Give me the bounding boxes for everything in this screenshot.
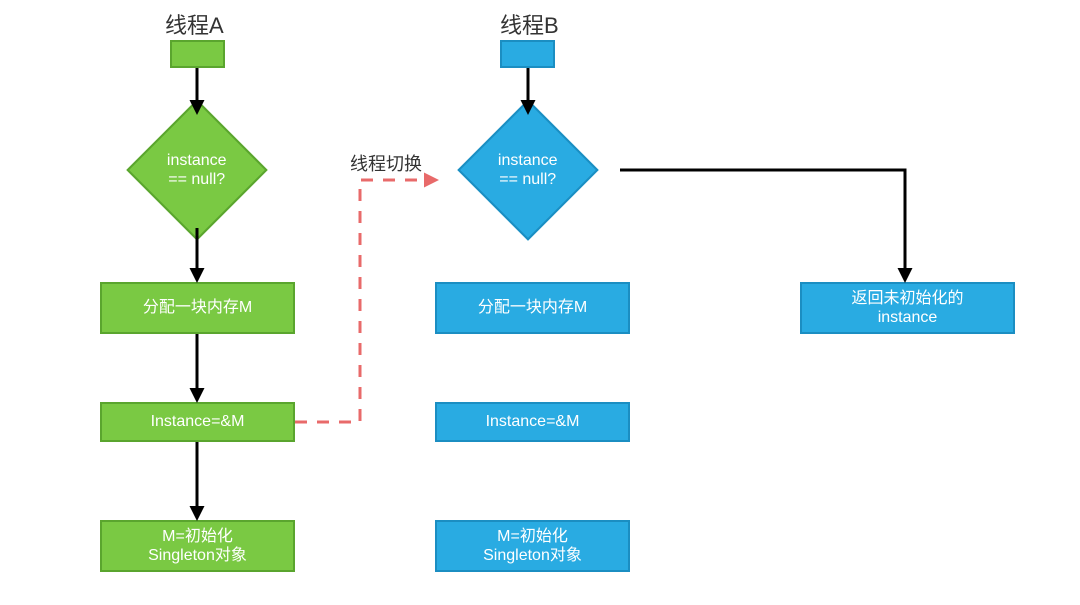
text: Instance=&M xyxy=(151,412,245,431)
node-b-alloc: 分配一块内存M xyxy=(435,282,630,334)
node-b-init: M=初始化 Singleton对象 xyxy=(435,520,630,572)
text: == null? xyxy=(500,171,557,188)
node-a-decision: instance == null? xyxy=(126,99,267,240)
node-b-start xyxy=(500,40,555,68)
title-thread-b: 线程B xyxy=(500,8,559,40)
node-b-decision: instance == null? xyxy=(457,99,598,240)
node-a-alloc: 分配一块内存M xyxy=(100,282,295,334)
node-b-return: 返回未初始化的 instance xyxy=(800,282,1015,334)
label-thread-switch: 线程切换 xyxy=(350,150,422,176)
text: instance xyxy=(167,152,227,169)
text: 返回未初始化的 xyxy=(851,290,963,307)
text: Singleton对象 xyxy=(148,547,247,564)
node-a-start xyxy=(170,40,225,68)
text: instance xyxy=(498,152,558,169)
text: Instance=&M xyxy=(486,412,580,431)
text: == null? xyxy=(169,171,226,188)
node-a-init: M=初始化 Singleton对象 xyxy=(100,520,295,572)
node-b-assign: Instance=&M xyxy=(435,402,630,442)
text: instance xyxy=(878,309,938,326)
text: M=初始化 xyxy=(497,528,568,545)
text: Singleton对象 xyxy=(483,547,582,564)
text: 分配一块内存M xyxy=(143,298,252,317)
title-thread-a: 线程A xyxy=(165,8,224,40)
text: 分配一块内存M xyxy=(478,298,587,317)
text: M=初始化 xyxy=(162,528,233,545)
node-a-assign: Instance=&M xyxy=(100,402,295,442)
